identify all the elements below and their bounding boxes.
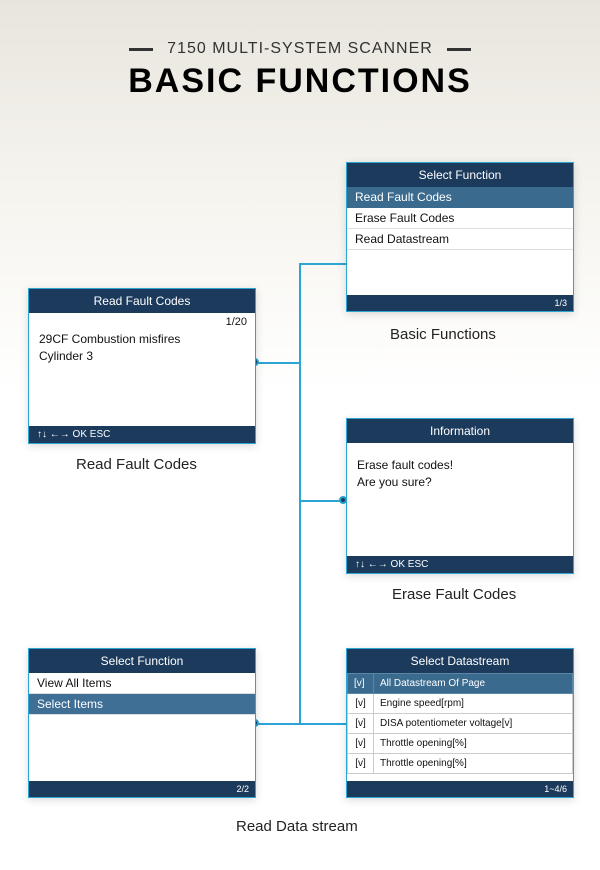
panel-information: Information Erase fault codes! Are you s… xyxy=(346,418,574,574)
fault-text: 29CF Combustion misfires Cylinder 3 xyxy=(29,331,255,371)
infographic-container: 7150 MULTI-SYSTEM SCANNER BASIC FUNCTION… xyxy=(0,0,600,870)
check-cell[interactable]: [v] xyxy=(348,734,374,754)
panel-footer: 1/3 xyxy=(347,295,573,311)
check-cell[interactable]: [v] xyxy=(348,694,374,714)
fault-line2: Cylinder 3 xyxy=(39,349,93,363)
table-row[interactable]: [v]Throttle opening[%] xyxy=(348,754,573,774)
panel-header: Select Function xyxy=(29,649,255,673)
connector-h1 xyxy=(299,263,347,265)
menu-item-erase-fault-codes[interactable]: Erase Fault Codes xyxy=(347,208,573,229)
label-cell: DISA potentiometer voltage[v] xyxy=(374,714,573,734)
panel-select-function: Select Function Read Fault Codes Erase F… xyxy=(346,162,574,312)
panel-header: Select Function xyxy=(347,163,573,187)
panel-header: Read Fault Codes xyxy=(29,289,255,313)
connector-h2 xyxy=(252,362,301,364)
page-subtitle: 7150 MULTI-SYSTEM SCANNER xyxy=(0,40,600,58)
panel-read-fault-codes: Read Fault Codes 1/20 29CF Combustion mi… xyxy=(28,288,256,444)
caption-read-datastream: Read Data stream xyxy=(236,818,358,835)
page-header: 7150 MULTI-SYSTEM SCANNER BASIC FUNCTION… xyxy=(0,0,600,101)
label-cell: Throttle opening[%] xyxy=(374,754,573,774)
panel-body: View All Items Select Items xyxy=(29,673,255,781)
datastream-table: [v] All Datastream Of Page [v]Engine spe… xyxy=(347,673,573,774)
panel-nav[interactable]: ↑↓ ←→ OK ESC xyxy=(29,426,255,443)
connector-vertical xyxy=(299,263,301,725)
panel-footer: 1~4/6 xyxy=(347,781,573,797)
label-cell: Throttle opening[%] xyxy=(374,734,573,754)
info-text: Erase fault codes! Are you sure? xyxy=(347,443,573,497)
table-header-label: All Datastream Of Page xyxy=(374,674,573,694)
menu-item-view-all[interactable]: View All Items xyxy=(29,673,255,694)
page-title: BASIC FUNCTIONS xyxy=(0,62,600,101)
table-row[interactable]: [v]Throttle opening[%] xyxy=(348,734,573,754)
table-header-check[interactable]: [v] xyxy=(348,674,374,694)
panel-select-datastream: Select Datastream [v] All Datastream Of … xyxy=(346,648,574,798)
menu-item-read-datastream[interactable]: Read Datastream xyxy=(347,229,573,250)
menu-item-select-items[interactable]: Select Items xyxy=(29,694,255,715)
caption-erase-fault-codes: Erase Fault Codes xyxy=(392,586,516,603)
table-row[interactable]: [v]DISA potentiometer voltage[v] xyxy=(348,714,573,734)
panel-nav[interactable]: ↑↓ ←→ OK ESC xyxy=(347,556,573,573)
connector-h4 xyxy=(252,723,301,725)
connector-h5 xyxy=(299,723,347,725)
panel-body: Read Fault Codes Erase Fault Codes Read … xyxy=(347,187,573,295)
caption-basic-functions: Basic Functions xyxy=(390,326,496,343)
table-row[interactable]: [v]Engine speed[rpm] xyxy=(348,694,573,714)
caption-read-fault-codes: Read Fault Codes xyxy=(76,456,197,473)
panel-header: Select Datastream xyxy=(347,649,573,673)
check-cell[interactable]: [v] xyxy=(348,714,374,734)
panel-body: [v] All Datastream Of Page [v]Engine spe… xyxy=(347,673,573,781)
panel-body: 1/20 29CF Combustion misfires Cylinder 3 xyxy=(29,313,255,426)
label-cell: Engine speed[rpm] xyxy=(374,694,573,714)
check-cell[interactable]: [v] xyxy=(348,754,374,774)
panel-select-function2: Select Function View All Items Select It… xyxy=(28,648,256,798)
info-line1: Erase fault codes! xyxy=(357,458,453,472)
counter: 1/20 xyxy=(29,313,255,331)
info-line2: Are you sure? xyxy=(357,475,432,489)
panel-body: Erase fault codes! Are you sure? xyxy=(347,443,573,556)
panel-footer: 2/2 xyxy=(29,781,255,797)
fault-line1: 29CF Combustion misfires xyxy=(39,332,180,346)
panel-header: Information xyxy=(347,419,573,443)
menu-item-read-fault-codes[interactable]: Read Fault Codes xyxy=(347,187,573,208)
